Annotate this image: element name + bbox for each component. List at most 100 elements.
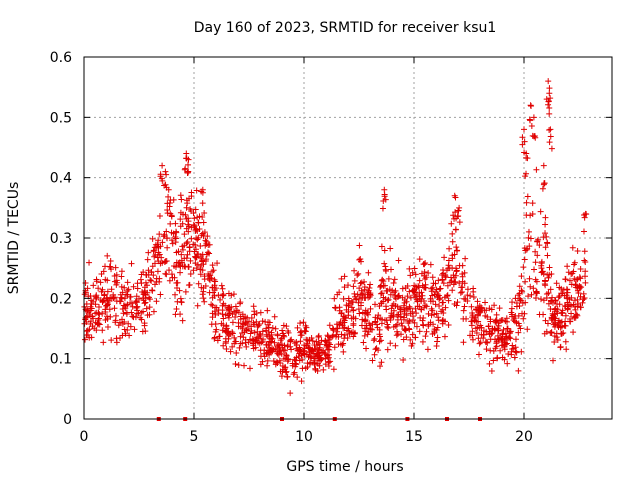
data-point (521, 256, 528, 263)
data-point (461, 280, 468, 287)
data-point (280, 322, 287, 329)
data-point (247, 330, 254, 337)
data-point (422, 259, 429, 266)
data-point (386, 286, 393, 293)
data-point (548, 315, 555, 322)
data-point (400, 357, 407, 364)
data-point (256, 320, 263, 327)
data-point (545, 300, 552, 307)
data-point (188, 235, 195, 242)
data-point (316, 362, 323, 369)
data-point (372, 301, 379, 308)
data-point (530, 285, 537, 292)
data-point (150, 308, 157, 315)
data-point (378, 290, 385, 297)
data-point (308, 335, 315, 342)
data-point (182, 165, 189, 172)
data-point (321, 349, 328, 356)
data-point (350, 283, 357, 290)
data-point (272, 361, 279, 368)
data-point (456, 219, 463, 226)
data-point (225, 314, 232, 321)
data-point (448, 277, 455, 284)
data-point (89, 313, 96, 320)
data-point (92, 293, 99, 300)
data-point (520, 315, 527, 322)
data-point (440, 280, 447, 287)
data-point (380, 278, 387, 285)
tick-labels: 0 0.1 0.2 0.3 0.4 0.5 0.6 0 5 10 15 20 (50, 50, 533, 445)
data-point (118, 273, 125, 280)
data-point (459, 288, 466, 295)
data-point (193, 265, 200, 272)
data-point (86, 259, 93, 266)
data-point (104, 252, 111, 259)
data-point (179, 243, 186, 250)
data-point (193, 226, 200, 233)
data-point (481, 307, 488, 314)
data-point (502, 330, 509, 337)
data-point (535, 236, 542, 243)
data-point (445, 297, 452, 304)
data-point (151, 244, 158, 251)
data-point (547, 305, 554, 312)
data-point (554, 337, 561, 344)
data-point (153, 298, 160, 305)
data-point (330, 326, 337, 333)
data-point (379, 205, 386, 212)
data-point (256, 330, 263, 337)
data-point (452, 226, 459, 233)
data-point (542, 214, 549, 221)
data-point (412, 293, 419, 300)
y-tick-label: 0.6 (50, 50, 72, 66)
data-point (149, 287, 156, 294)
data-point (429, 274, 436, 281)
data-point (203, 240, 210, 247)
data-point (250, 303, 257, 310)
data-point (564, 263, 571, 270)
data-point (154, 268, 161, 275)
data-point (543, 328, 550, 335)
data-point (102, 276, 109, 283)
data-point (193, 235, 200, 242)
data-point (108, 286, 115, 293)
data-point (341, 332, 348, 339)
data-point (436, 296, 443, 303)
data-point (257, 347, 264, 354)
data-point (412, 271, 419, 278)
data-point (195, 280, 202, 287)
data-point (357, 280, 364, 287)
data-point (537, 208, 544, 215)
data-point (350, 320, 357, 327)
data-point (239, 325, 246, 332)
data-point (493, 343, 500, 350)
data-point (478, 304, 485, 311)
data-point (572, 306, 579, 313)
data-point (509, 346, 516, 353)
data-point (258, 339, 265, 346)
data-point (179, 317, 186, 324)
data-point (199, 267, 206, 274)
data-point (211, 282, 218, 289)
data-point (212, 328, 219, 335)
data-point (541, 180, 548, 187)
data-point (558, 285, 565, 292)
data-point (164, 206, 171, 213)
data-point (241, 329, 248, 336)
data-point (524, 326, 531, 333)
data-point (432, 301, 439, 308)
data-point (285, 356, 292, 363)
data-point (490, 357, 497, 364)
data-point (499, 331, 506, 338)
data-point (385, 296, 392, 303)
data-point (164, 244, 171, 251)
data-point (547, 95, 554, 102)
data-point (205, 271, 212, 278)
data-point (86, 334, 93, 341)
data-point (170, 230, 177, 237)
data-point (220, 322, 227, 329)
data-point (413, 323, 420, 330)
data-point (378, 282, 385, 289)
data-point (444, 292, 451, 299)
